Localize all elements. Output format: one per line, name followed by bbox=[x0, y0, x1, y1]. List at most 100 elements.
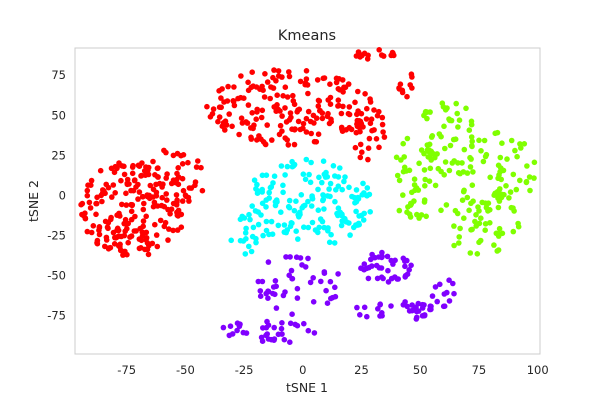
scatter-point bbox=[293, 228, 300, 234]
scatter-point bbox=[355, 88, 361, 95]
scatter-point bbox=[351, 224, 357, 231]
scatter-point bbox=[442, 107, 449, 113]
scatter-point bbox=[361, 304, 368, 311]
scatter-point bbox=[299, 205, 306, 211]
scatter-point bbox=[411, 176, 418, 182]
scatter-point bbox=[353, 187, 360, 193]
scatter-point bbox=[309, 219, 316, 226]
scatter-point bbox=[328, 295, 334, 302]
scatter-point bbox=[141, 168, 148, 174]
scatter-point bbox=[140, 206, 147, 213]
scatter-point bbox=[335, 271, 341, 277]
scatter-point bbox=[346, 111, 353, 118]
scatter-point bbox=[416, 215, 422, 221]
scatter-point bbox=[105, 184, 112, 191]
scatter-point bbox=[332, 198, 338, 205]
scatter-point bbox=[451, 223, 457, 229]
scatter-point bbox=[467, 164, 474, 170]
scatter-point bbox=[403, 168, 410, 174]
scatter-point bbox=[376, 254, 382, 260]
scatter-point bbox=[352, 144, 359, 151]
scatter-point bbox=[472, 218, 478, 225]
scatter-point bbox=[286, 73, 293, 80]
scatter-point bbox=[346, 184, 352, 191]
scatter-point bbox=[302, 81, 309, 88]
scatter-point bbox=[154, 243, 161, 250]
scatter-point bbox=[289, 311, 295, 318]
scatter-point bbox=[305, 198, 311, 205]
scatter-point bbox=[126, 181, 132, 187]
scatter-point bbox=[183, 193, 189, 200]
scatter-point bbox=[248, 134, 254, 141]
scatter-point bbox=[495, 233, 502, 239]
scatter-point bbox=[453, 100, 460, 107]
scatter-point bbox=[380, 275, 386, 282]
scatter-point bbox=[242, 230, 249, 236]
scatter-point bbox=[357, 128, 363, 135]
scatter-point bbox=[133, 184, 139, 190]
scatter-point bbox=[426, 141, 433, 148]
scatter-point bbox=[455, 160, 461, 166]
scatter-point bbox=[272, 278, 279, 284]
scatter-point bbox=[303, 76, 310, 82]
scatter-point bbox=[253, 116, 259, 122]
scatter-point bbox=[162, 219, 169, 226]
scatter-point bbox=[122, 216, 129, 223]
scatter-point bbox=[215, 118, 221, 125]
scatter-point bbox=[261, 94, 268, 100]
scatter-point bbox=[254, 181, 260, 188]
y-tick-label: -25 bbox=[47, 228, 66, 242]
scatter-point bbox=[421, 167, 428, 173]
scatter-point bbox=[295, 107, 301, 113]
scatter-point bbox=[343, 219, 350, 225]
scatter-point bbox=[282, 105, 288, 111]
scatter-point bbox=[300, 125, 306, 132]
scatter-point bbox=[361, 50, 368, 57]
scatter-point bbox=[315, 131, 322, 137]
scatter-point bbox=[286, 69, 292, 75]
scatter-point bbox=[279, 74, 285, 80]
scatter-point bbox=[170, 227, 176, 234]
scatter-point bbox=[374, 275, 381, 282]
scatter-point bbox=[97, 167, 104, 174]
scatter-point bbox=[291, 141, 298, 148]
scatter-point bbox=[279, 113, 285, 119]
scatter-point bbox=[152, 221, 158, 228]
scatter-point bbox=[264, 79, 271, 85]
scatter-point bbox=[204, 103, 210, 110]
scatter-point bbox=[242, 251, 249, 257]
scatter-point bbox=[338, 110, 345, 117]
scatter-point bbox=[422, 183, 428, 189]
scatter-point bbox=[222, 127, 228, 133]
scatter-point bbox=[483, 151, 490, 158]
scatter-point bbox=[285, 142, 292, 148]
scatter-point bbox=[96, 231, 103, 238]
y-tick-label: -50 bbox=[47, 269, 66, 283]
scatter-point bbox=[114, 165, 120, 172]
scatter-point bbox=[385, 279, 392, 285]
scatter-point bbox=[469, 182, 476, 188]
scatter-point bbox=[305, 90, 311, 97]
scatter-point bbox=[130, 162, 136, 169]
scatter-point bbox=[259, 200, 266, 207]
scatter-point bbox=[145, 251, 152, 258]
scatter-point bbox=[447, 117, 453, 124]
scatter-point bbox=[79, 200, 86, 207]
scatter-point bbox=[222, 118, 229, 124]
scatter-point bbox=[307, 179, 314, 186]
scatter-point bbox=[326, 239, 333, 246]
scatter-point bbox=[287, 320, 294, 327]
scatter-point bbox=[368, 256, 374, 263]
scatter-point bbox=[478, 215, 484, 221]
scatter-point bbox=[487, 220, 493, 226]
scatter-point bbox=[469, 138, 476, 145]
scatter-point bbox=[293, 198, 299, 204]
scatter-point bbox=[280, 189, 286, 196]
scatter-point bbox=[466, 127, 473, 133]
scatter-point bbox=[238, 73, 244, 79]
scatter-point bbox=[178, 211, 185, 218]
scatter-point bbox=[290, 92, 296, 99]
scatter-point bbox=[336, 87, 343, 93]
y-axis-label: tSNE 2 bbox=[26, 180, 41, 222]
scatter-point bbox=[510, 171, 517, 178]
